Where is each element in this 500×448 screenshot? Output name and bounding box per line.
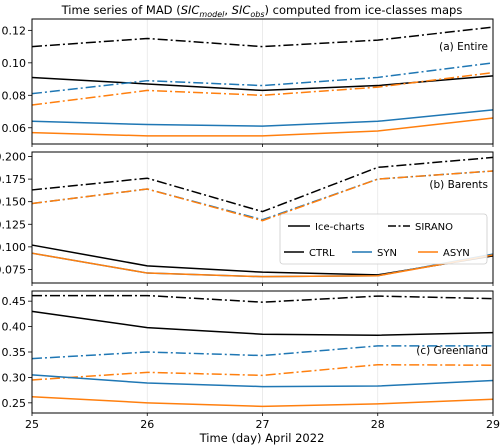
series-line-syn-sirano — [31, 345, 493, 360]
y-tick-label: 0.125 — [0, 218, 26, 231]
series-line-asyn-sirano — [31, 363, 494, 381]
legend-label: SIRANO — [415, 222, 453, 233]
x-tick-label: 26 — [140, 418, 154, 431]
y-tick-label: 0.10 — [2, 57, 27, 70]
panel-2: 0.25 0.30 0.35 0.40 0.45 (c) Greenland — [2, 290, 494, 416]
y-tick-label: 0.30 — [2, 371, 27, 384]
x-tick-label: 29 — [486, 418, 500, 431]
y-tick-label: 0.45 — [2, 295, 27, 308]
series-line-syn-ice-charts — [31, 109, 494, 127]
y-tick-label: 0.25 — [2, 397, 27, 410]
y-tick-label: 0.200 — [0, 151, 26, 164]
legend-label: CTRL — [309, 248, 335, 259]
x-tick-label: 27 — [256, 418, 270, 431]
x-tick-label: 28 — [371, 418, 385, 431]
x-axis-label: Time (day) April 2022 — [199, 431, 325, 445]
y-tick-label: 0.08 — [2, 89, 27, 102]
series-line-ctrl-ice-charts — [31, 310, 494, 336]
y-tick-label: 0.150 — [0, 196, 26, 209]
series-line-ctrl-sirano — [31, 156, 494, 213]
y-tick-label: 0.40 — [2, 321, 27, 334]
x-tick-label: 25 — [25, 418, 39, 431]
y-tick-label: 0.06 — [2, 122, 27, 135]
series-line-asyn-ice-charts — [31, 395, 494, 408]
panel-frame — [31, 290, 494, 414]
panels: 0.06 0.08 0.10 0.12 (a) Entire 0.075 0.100 0.12… — [0, 18, 494, 416]
legend-label: Ice-charts — [315, 222, 364, 233]
series-line-ctrl-sirano — [31, 26, 494, 48]
series-line-ctrl-sirano — [32, 294, 494, 303]
y-tick-label: 0.175 — [0, 173, 26, 186]
panel-frame — [31, 18, 494, 145]
y-tick-label: 0.075 — [0, 263, 26, 276]
panel-label: (c) Greenland — [416, 345, 488, 357]
series-line-syn-sirano — [31, 62, 494, 95]
y-tick-label: 0.100 — [0, 241, 26, 254]
panel-label: (a) Entire — [439, 41, 488, 53]
x-axis: 25 26 27 28 29 — [25, 418, 500, 431]
series-line-asyn-ice-charts — [31, 117, 494, 137]
panel-1: 0.075 0.100 0.125 0.150 0.175 0.200 (b) Barent… — [0, 151, 494, 286]
series-line-syn-ice-charts — [31, 374, 494, 388]
series-line-asyn-sirano — [31, 170, 494, 222]
chart-title: Time series of MAD (SICmodel, SICobs) co… — [61, 3, 463, 19]
legend-label: SYN — [377, 248, 397, 259]
y-tick-label: 0.35 — [2, 346, 27, 359]
legend: Ice-charts SIRANO CTRL SYN ASYN — [279, 213, 488, 265]
series-line-asyn-sirano — [31, 71, 494, 106]
legend-label: ASYN — [443, 248, 470, 259]
series-line-asyn-ice-charts — [31, 252, 494, 278]
y-tick-label: 0.12 — [2, 24, 27, 37]
panel-label: (b) Barents — [429, 179, 488, 191]
panel-0: 0.06 0.08 0.10 0.12 (a) Entire — [2, 18, 494, 147]
panel-frame — [31, 151, 494, 284]
